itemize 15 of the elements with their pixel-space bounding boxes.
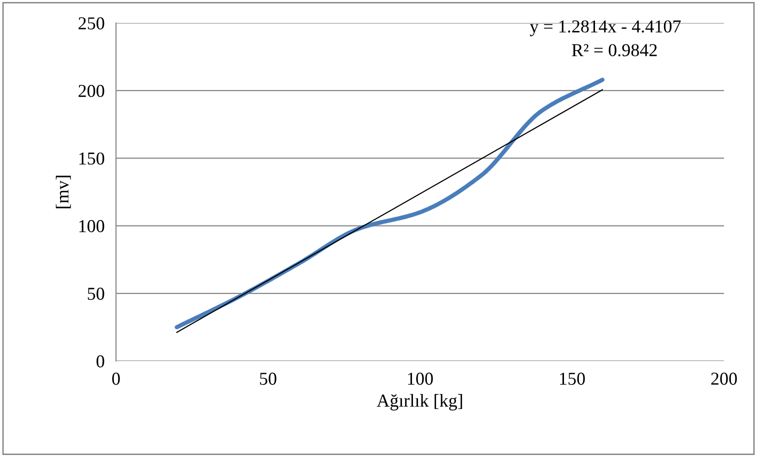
x-tick-label: 150 — [560, 372, 585, 385]
y-tick-label: 100 — [79, 220, 104, 232]
y-tick-label: 0 — [96, 355, 104, 368]
annotation: R² = 0.9842 — [572, 44, 657, 56]
y-tick-label: 250 — [78, 17, 104, 30]
y-tick-label: 200 — [78, 84, 104, 98]
y-axis-title: [mv] — [56, 176, 71, 208]
annotation: y = 1.2814x - 4.4107 — [530, 20, 681, 36]
x-tick-label: 50 — [260, 372, 276, 385]
x-tick-label: 200 — [711, 372, 737, 385]
y-tick-label: 50 — [88, 288, 104, 300]
x-tick-label: 0 — [112, 372, 120, 385]
y-tick-label: 150 — [79, 152, 104, 165]
x-tick-label: 100 — [408, 372, 433, 385]
x-axis-title: Ağırlık [kg] — [376, 394, 462, 410]
